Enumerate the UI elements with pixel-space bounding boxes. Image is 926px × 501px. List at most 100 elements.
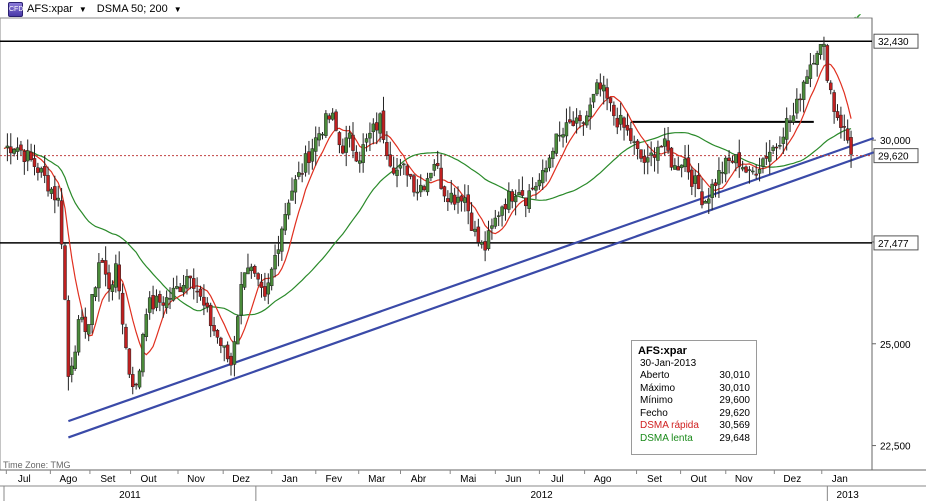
candle-up xyxy=(564,122,569,137)
x-tick-label: Out xyxy=(691,474,707,485)
candle-down xyxy=(59,200,64,245)
candle-down xyxy=(63,245,67,300)
candle-down xyxy=(337,132,342,146)
candle-up xyxy=(649,152,653,156)
candle-up xyxy=(707,198,711,204)
high-price-tag-box xyxy=(873,33,919,49)
candle-down xyxy=(625,124,630,131)
candle-up xyxy=(812,62,816,65)
candle-up xyxy=(324,113,328,136)
candle-down xyxy=(442,186,447,197)
candle-down xyxy=(622,117,626,128)
candle-down xyxy=(195,290,199,293)
candle-up xyxy=(320,133,325,136)
candle-down xyxy=(259,281,264,288)
candle-up xyxy=(49,188,54,194)
year-label: 2012 xyxy=(530,490,553,501)
indicator-selector[interactable]: DSMA 50; 200 xyxy=(96,3,168,15)
candle-down xyxy=(459,195,464,202)
candle-down xyxy=(605,87,609,99)
candle-up xyxy=(767,151,772,162)
candle-up xyxy=(595,82,599,95)
info-label: Fecho xyxy=(640,407,668,419)
candle-up xyxy=(808,64,813,79)
candle-up xyxy=(791,115,796,123)
candle-up xyxy=(175,286,179,289)
year-label: 2011 xyxy=(119,490,141,501)
candle-down xyxy=(686,157,691,173)
candle-down xyxy=(845,128,850,141)
candle-up xyxy=(757,168,762,174)
candle-down xyxy=(215,330,220,338)
candle-down xyxy=(737,152,741,167)
ohlc-info-box: AFS:xpar 30-Jan-2013 Aberto 30,010 Máxim… xyxy=(631,340,757,455)
candle-down xyxy=(669,147,674,168)
candle-up xyxy=(432,164,437,171)
candle-down xyxy=(188,275,193,279)
candle-down xyxy=(598,82,603,90)
candle-down xyxy=(124,326,128,349)
high-price-tag: 32,430 xyxy=(878,37,909,48)
x-tick-label: Set xyxy=(100,474,115,485)
candle-down xyxy=(385,142,389,157)
info-label: DSMA lenta xyxy=(640,432,693,444)
candle-down xyxy=(764,156,769,159)
candle-up xyxy=(402,163,406,166)
candle-up xyxy=(290,190,294,201)
candle-up xyxy=(740,167,745,170)
x-tick-label: Fev xyxy=(325,474,342,485)
candle-up xyxy=(368,132,372,139)
candle-down xyxy=(435,163,440,167)
candle-up xyxy=(110,284,115,292)
candle-up xyxy=(815,53,819,65)
candle-down xyxy=(635,140,640,149)
indicator-dropdown-icon[interactable]: ▼ xyxy=(173,4,182,14)
candle-down xyxy=(391,167,396,174)
support-price-tag-box xyxy=(873,235,919,251)
candle-up xyxy=(771,146,775,151)
slow-ma-line xyxy=(3,128,852,317)
candle-down xyxy=(713,182,718,187)
candle-down xyxy=(198,288,203,297)
candle-down xyxy=(381,110,386,140)
candle-up xyxy=(425,178,430,193)
last-price-tag-box xyxy=(873,148,919,164)
candle-up xyxy=(297,172,301,177)
candle-down xyxy=(568,119,572,123)
candle-up xyxy=(303,153,308,173)
candle-down xyxy=(825,45,830,81)
candle-down xyxy=(22,151,27,162)
candle-down xyxy=(83,316,88,332)
candle-up xyxy=(358,160,362,164)
x-tick-label: Abr xyxy=(411,474,427,485)
chart-toolbar: CFD AFS:xpar ▼ DSMA 50; 200 ▼ xyxy=(0,0,188,18)
chart-app-icon[interactable]: CFD xyxy=(8,1,23,17)
candle-down xyxy=(690,169,694,187)
candle-up xyxy=(557,134,562,137)
candle-up xyxy=(269,268,274,287)
candle-down xyxy=(446,198,450,203)
symbol-dropdown-icon[interactable]: ▼ xyxy=(78,4,87,14)
candle-up xyxy=(703,200,708,204)
candle-up xyxy=(585,115,589,126)
candle-down xyxy=(412,175,416,193)
candle-up xyxy=(171,287,176,301)
candle-down xyxy=(639,149,643,159)
candle-down xyxy=(571,120,575,126)
candle-down xyxy=(46,175,50,192)
candle-up xyxy=(283,214,287,231)
candle-up xyxy=(293,179,298,193)
candle-down xyxy=(219,337,223,346)
info-row-fast-ma: DSMA rápida 30,569 xyxy=(638,420,750,433)
candle-down xyxy=(615,117,620,128)
candle-up xyxy=(544,167,548,173)
symbol-selector[interactable]: AFS:xpar xyxy=(27,3,73,15)
candle-up xyxy=(818,44,823,55)
candle-up xyxy=(683,158,687,168)
info-row-low: Mínimo 29,600 xyxy=(638,395,750,408)
candle-down xyxy=(9,146,13,154)
candle-up xyxy=(330,112,335,120)
x-tick-label: Mar xyxy=(368,474,386,485)
candle-up xyxy=(513,196,518,203)
